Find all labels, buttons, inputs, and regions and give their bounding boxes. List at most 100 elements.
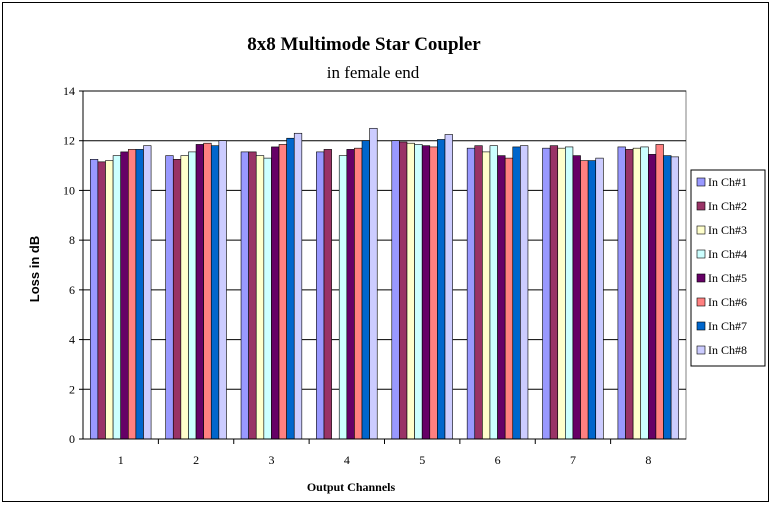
legend-label: In Ch#5 <box>708 271 747 285</box>
x-tick-label: 6 <box>495 453 501 467</box>
bar <box>565 146 574 440</box>
bar <box>172 159 182 440</box>
bar <box>240 151 249 440</box>
legend-swatch <box>696 321 706 331</box>
legend-swatch <box>696 249 706 259</box>
bar <box>263 157 272 440</box>
bar <box>466 147 476 440</box>
bar <box>497 155 506 440</box>
bar <box>429 146 438 440</box>
y-tick-label: 2 <box>69 382 75 396</box>
bar <box>255 155 265 440</box>
legend: In Ch#1 In Ch#2 In Ch#3 In Ch#4 In Ch#5 In Ch… <box>690 169 766 367</box>
bar <box>625 149 634 440</box>
bar <box>557 147 566 440</box>
y-tick-label: 8 <box>69 233 75 247</box>
x-tick-label: 3 <box>268 453 274 467</box>
bar <box>520 145 529 440</box>
bar <box>670 156 680 440</box>
bar <box>444 134 453 440</box>
bar <box>143 145 152 440</box>
bar <box>361 140 370 440</box>
bar <box>663 155 672 440</box>
x-tick-label: 7 <box>570 453 576 467</box>
bar <box>640 146 649 440</box>
bar <box>346 149 355 440</box>
bar <box>97 161 106 440</box>
bar <box>89 159 99 440</box>
bar <box>135 149 144 440</box>
bar <box>120 151 129 440</box>
bar <box>587 160 597 440</box>
y-axis-title: Loss in dB <box>27 236 42 302</box>
bar <box>414 144 423 440</box>
legend-swatch <box>696 225 706 235</box>
y-tick-label: 4 <box>69 333 75 347</box>
bar <box>512 146 521 440</box>
bar <box>165 155 174 440</box>
bar <box>580 160 589 440</box>
bar <box>271 146 280 440</box>
bar <box>105 160 114 440</box>
bar <box>248 151 257 440</box>
x-tick-label: 4 <box>344 453 350 467</box>
legend-swatch <box>696 273 706 283</box>
bar <box>286 137 295 440</box>
bar <box>542 147 551 440</box>
bar <box>648 154 657 440</box>
x-axis-title: Output Channels <box>307 480 396 494</box>
bar <box>421 145 431 440</box>
y-tick-label: 14 <box>63 84 75 98</box>
legend-swatch <box>696 297 706 307</box>
x-tick-label: 2 <box>193 453 199 467</box>
bar <box>572 155 581 440</box>
bar <box>338 155 348 440</box>
bar <box>218 140 227 440</box>
y-tick-label: 12 <box>63 134 75 148</box>
bar <box>406 142 415 440</box>
bar <box>595 157 604 440</box>
bar <box>399 141 408 440</box>
bar <box>195 144 204 440</box>
bar <box>391 140 400 440</box>
bar-chart: 8x8 Multimode Star Coupler in female end… <box>27 34 766 494</box>
bar <box>474 145 483 440</box>
bar <box>316 151 325 440</box>
legend-swatch <box>696 345 706 355</box>
legend-label: In Ch#1 <box>708 175 747 189</box>
bar <box>323 149 332 440</box>
bar <box>482 151 491 440</box>
bar <box>632 147 642 440</box>
bar <box>489 145 498 440</box>
x-tick-label: 8 <box>645 453 651 467</box>
y-tick-label: 10 <box>63 183 75 197</box>
legend-label: In Ch#2 <box>708 199 747 213</box>
x-tick-label: 1 <box>118 453 124 467</box>
legend-label: In Ch#6 <box>708 295 747 309</box>
y-tick-label: 6 <box>69 283 75 297</box>
bar <box>655 144 664 440</box>
bar <box>210 145 220 440</box>
x-tick-label: 5 <box>419 453 425 467</box>
bar <box>504 157 514 440</box>
bar <box>354 147 363 440</box>
bar <box>437 139 446 440</box>
bar <box>617 146 626 440</box>
chart-title: 8x8 Multimode Star Coupler <box>247 34 481 55</box>
bar <box>188 151 197 440</box>
y-tick-label: 0 <box>69 432 75 446</box>
legend-swatch <box>696 201 706 211</box>
bar <box>293 132 303 440</box>
bar <box>549 145 559 440</box>
legend-label: In Ch#7 <box>708 319 747 333</box>
legend-swatch <box>696 177 706 187</box>
bar <box>278 144 287 440</box>
legend-label: In Ch#4 <box>708 247 747 261</box>
bar <box>112 155 121 440</box>
bar <box>127 149 137 440</box>
bar <box>203 142 212 440</box>
bar <box>369 127 378 440</box>
legend-label: In Ch#3 <box>708 223 747 237</box>
